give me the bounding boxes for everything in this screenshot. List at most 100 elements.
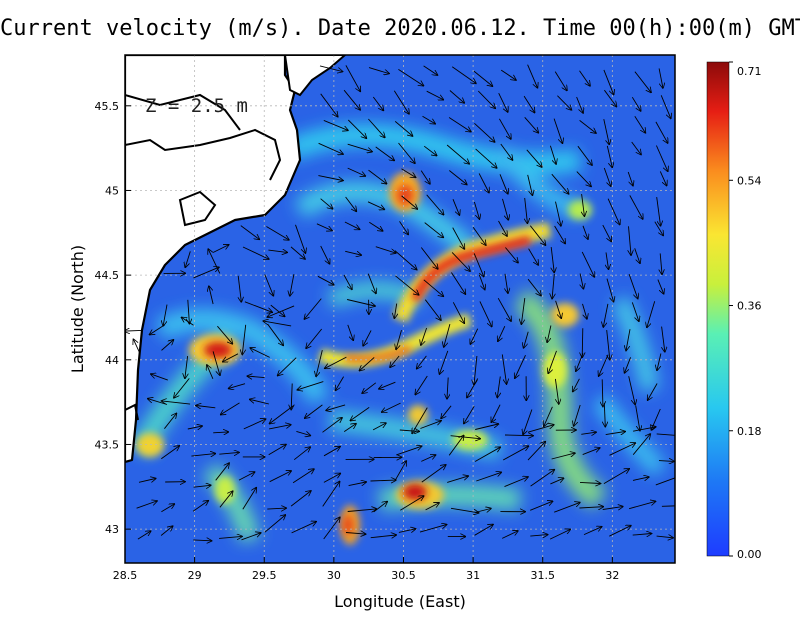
velocity-arrow <box>602 224 611 241</box>
velocity-arrow <box>579 120 596 133</box>
velocity-arrow <box>499 174 508 193</box>
velocity-arrow <box>473 70 492 86</box>
velocity-arrow <box>344 221 360 229</box>
velocity-arrow <box>345 65 360 91</box>
velocity-arrow <box>444 323 451 347</box>
velocity-arrow <box>343 424 356 432</box>
velocity-arrow <box>347 509 377 512</box>
velocity-arrow <box>240 225 259 240</box>
velocity-arrow <box>296 430 310 435</box>
velocity-arrow <box>582 225 588 239</box>
velocity-arrow <box>502 446 528 461</box>
velocity-arrow <box>372 96 383 110</box>
velocity-arrow <box>396 329 402 349</box>
velocity-arrow <box>552 273 554 298</box>
velocity-arrow <box>581 251 594 277</box>
velocity-arrow <box>242 324 247 355</box>
velocity-arrow <box>161 446 179 460</box>
velocity-arrow <box>631 302 639 321</box>
velocity-arrow <box>607 198 620 225</box>
velocity-arrow <box>323 474 340 483</box>
map-title: Current velocity (m/s). Date 2020.06.12.… <box>0 16 800 41</box>
velocity-arrow <box>369 221 382 231</box>
x-tick-label: 31.5 <box>530 569 555 582</box>
velocity-arrow <box>319 65 342 72</box>
velocity-arrow <box>264 321 292 327</box>
velocity-arrow <box>632 434 650 455</box>
velocity-arrow <box>193 267 219 279</box>
velocity-arrow <box>208 249 221 274</box>
velocity-arrow <box>317 275 334 284</box>
velocity-arrow <box>475 424 498 430</box>
velocity-arrow <box>602 379 603 406</box>
velocity-arrow <box>368 67 389 74</box>
y-tick-label: 44 <box>105 354 119 367</box>
velocity-arrow <box>243 419 266 430</box>
velocity-arrow <box>161 340 174 351</box>
velocity-arrow <box>373 502 387 513</box>
velocity-arrow <box>278 357 297 376</box>
velocity-arrow <box>320 198 333 209</box>
velocity-arrow <box>362 382 377 393</box>
velocity-arrow <box>527 442 545 461</box>
velocity-arrow <box>551 173 569 194</box>
velocity-arrow <box>648 383 658 401</box>
velocity-arrow <box>527 278 541 295</box>
velocity-arrow <box>351 407 370 420</box>
velocity-arrow <box>393 90 409 114</box>
velocity-arrows <box>125 64 675 541</box>
velocity-arrow <box>346 299 375 307</box>
velocity-arrow <box>219 452 239 454</box>
velocity-arrow <box>221 402 240 415</box>
velocity-arrow <box>661 326 665 352</box>
velocity-arrow <box>250 399 270 405</box>
velocity-arrow <box>499 118 510 139</box>
velocity-arrow <box>217 325 232 344</box>
velocity-arrow <box>451 252 470 271</box>
velocity-arrow <box>626 329 631 350</box>
velocity-arrow <box>417 355 427 369</box>
velocity-arrow <box>505 273 508 293</box>
velocity-arrow <box>382 402 401 412</box>
y-axis-ticks: 43 43.5 44 44.5 45 45.5 <box>95 100 131 536</box>
velocity-arrow <box>424 299 441 320</box>
velocity-arrow <box>551 247 554 272</box>
velocity-arrow <box>656 197 661 226</box>
velocity-arrow <box>647 301 656 327</box>
velocity-arrow <box>375 146 394 161</box>
velocity-arrow <box>583 527 602 536</box>
velocity-arrow <box>394 461 406 481</box>
velocity-arrow <box>441 405 452 419</box>
velocity-arrow <box>426 194 444 215</box>
velocity-arrow <box>213 432 228 433</box>
velocity-arrow <box>447 377 448 399</box>
velocity-arrow <box>450 507 478 513</box>
velocity-arrow <box>635 405 640 431</box>
velocity-arrow <box>448 117 471 132</box>
velocity-arrow <box>345 196 357 211</box>
velocity-arrow <box>370 535 396 538</box>
velocity-arrow <box>605 432 625 435</box>
velocity-arrow <box>150 324 166 335</box>
velocity-arrow <box>295 224 306 253</box>
colorbar-scale <box>706 61 730 557</box>
velocity-arrow <box>659 171 666 185</box>
velocity-arrow <box>223 353 239 362</box>
velocity-arrow <box>479 301 492 326</box>
velocity-arrow <box>524 117 539 132</box>
velocity-arrow <box>345 250 361 255</box>
velocity-arrow <box>576 353 584 371</box>
velocity-arrow <box>521 298 526 324</box>
velocity-arrow <box>229 383 246 389</box>
depth-label: Z = 2.5 m <box>145 95 248 117</box>
velocity-arrow <box>394 250 417 270</box>
velocity-arrow <box>196 406 216 408</box>
velocity-arrow <box>136 501 157 509</box>
velocity-arrow <box>629 195 643 219</box>
velocity-arrow <box>599 354 609 376</box>
velocity-arrow <box>422 115 436 123</box>
velocity-arrow <box>451 66 476 84</box>
velocity-arrow <box>658 461 674 462</box>
x-tick-label: 31 <box>466 569 480 582</box>
velocity-arrow <box>424 222 444 238</box>
